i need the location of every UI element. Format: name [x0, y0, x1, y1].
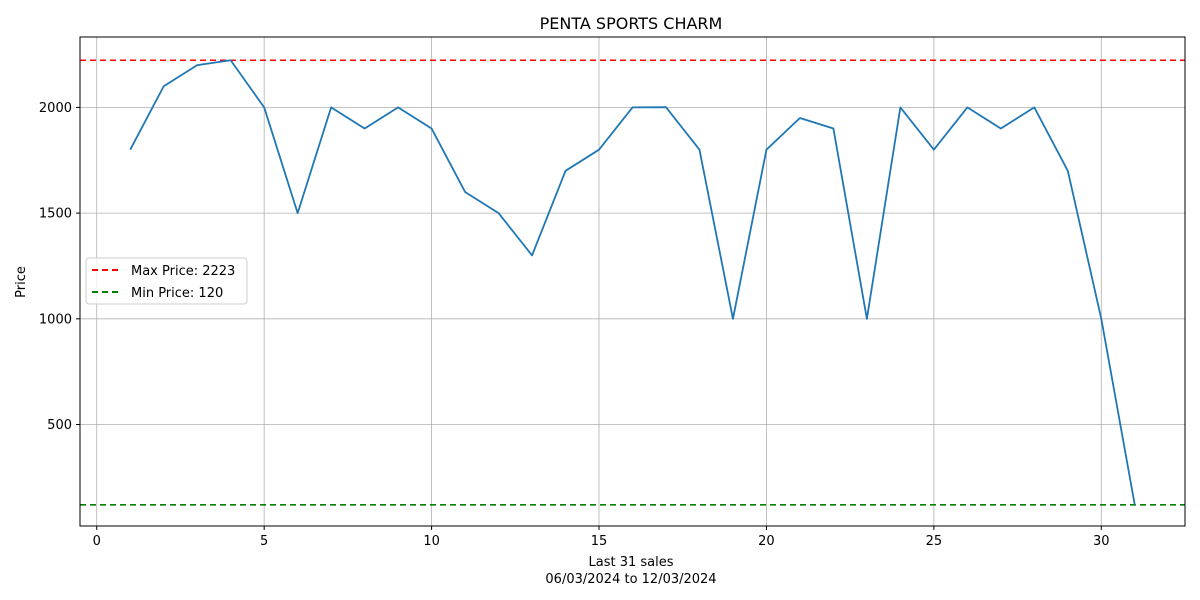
x-axis-subtitle: 06/03/2024 to 12/03/2024 [545, 572, 716, 587]
x-axis-title: Last 31 sales [588, 555, 673, 570]
legend-box [85, 257, 248, 305]
x-tick-label: 15 [591, 534, 608, 549]
y-tick-label: 1000 [39, 312, 72, 327]
x-tick-label: 30 [1093, 534, 1110, 549]
legend-label-max: Max Price: 2223 [131, 264, 235, 279]
series-lines [129, 59, 1136, 506]
price-series-line [129, 59, 1136, 506]
x-tick-label: 10 [423, 534, 440, 549]
y-tick-label: 500 [47, 418, 72, 433]
y-axis-ticks: 500 1000 1500 2000 [39, 101, 80, 433]
plot-frame [79, 36, 1186, 527]
x-tick-label: 0 [93, 534, 101, 549]
y-axis-title: Price [14, 266, 29, 298]
x-axis-ticks: 0 5 10 15 20 25 30 [93, 526, 1110, 549]
x-tick-label: 25 [926, 534, 943, 549]
legend-label-min: Min Price: 120 [131, 286, 223, 301]
chart-title: PENTA SPORTS CHARM [540, 14, 723, 33]
x-tick-label: 5 [260, 534, 268, 549]
y-tick-label: 2000 [39, 101, 72, 116]
x-tick-label: 20 [758, 534, 775, 549]
legend: Max Price: 2223 Min Price: 120 [85, 257, 248, 305]
reference-lines [80, 59, 1185, 506]
y-tick-label: 1500 [39, 207, 72, 222]
